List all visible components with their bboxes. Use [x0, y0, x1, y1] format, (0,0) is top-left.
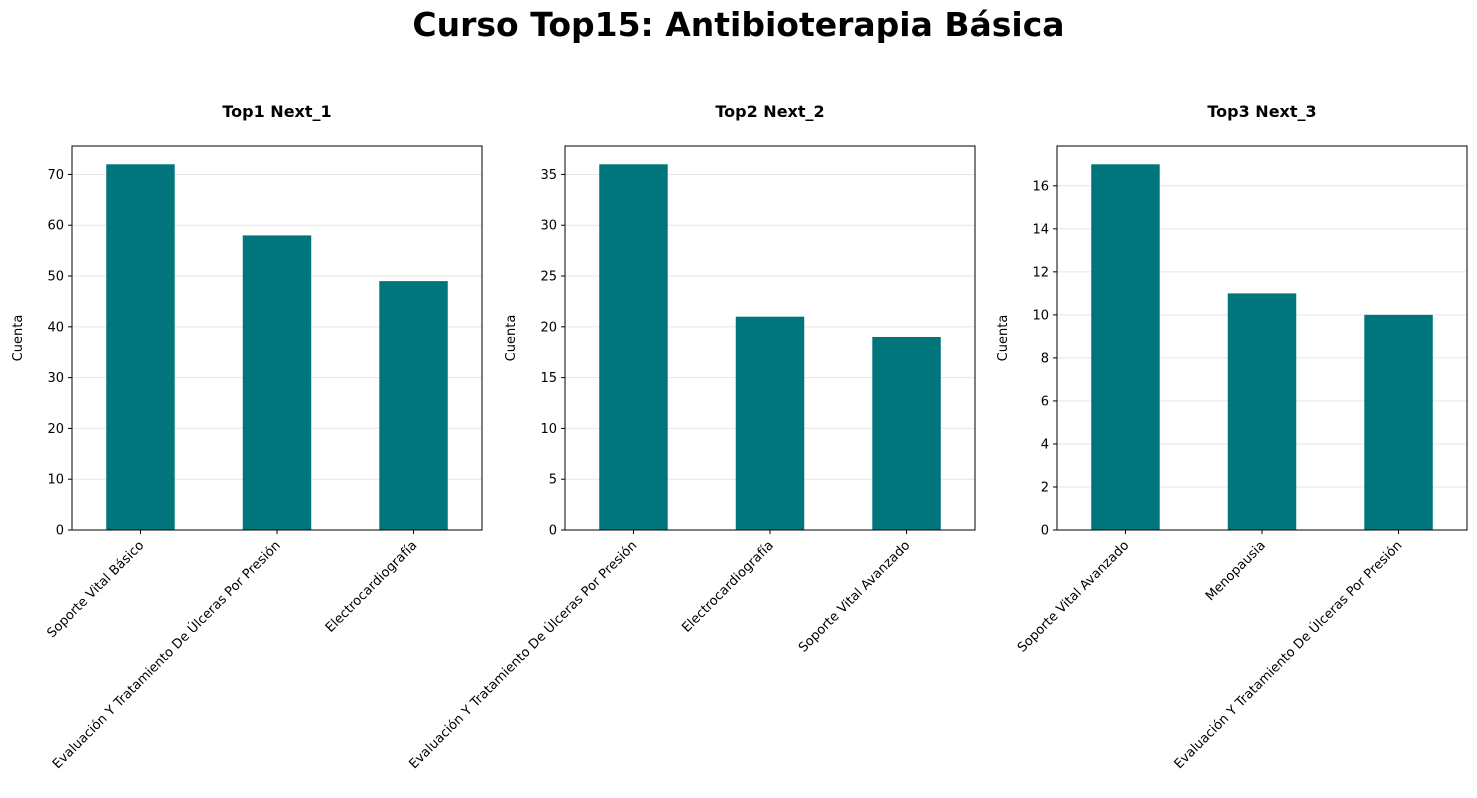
y-axis-label: Cuenta: [11, 315, 26, 362]
bar: [379, 281, 448, 530]
y-tick-label: 20: [47, 422, 64, 437]
y-tick-label: 20: [540, 320, 557, 335]
x-tick-label: Electrocardiografía: [679, 538, 776, 635]
y-tick-label: 70: [47, 168, 64, 183]
y-tick-label: 15: [540, 371, 557, 386]
chart-title: Top3 Next_3: [1207, 102, 1316, 121]
y-tick-label: 50: [47, 270, 64, 285]
x-tick-label: Soporte Vital Avanzado: [1015, 538, 1132, 655]
x-tick-label: Soporte Vital Avanzado: [796, 538, 913, 655]
y-axis-label: Cuenta: [504, 315, 519, 362]
y-tick-label: 40: [47, 320, 64, 335]
bar: [735, 316, 805, 530]
x-tick-label: Electrocardiografía: [323, 538, 420, 635]
chart-title: Top1 Next_1: [222, 102, 331, 121]
x-tick-label: Evaluación Y Tratamiento De Úlceras Por …: [406, 538, 641, 773]
y-tick-label: 30: [540, 219, 557, 234]
y-tick-label: 2: [1041, 480, 1049, 495]
y-tick-label: 25: [540, 270, 557, 285]
x-tick-label: Evaluación Y Tratamiento De Úlceras Por …: [1171, 538, 1406, 773]
y-tick-label: 12: [1032, 265, 1049, 280]
y-tick-label: 35: [540, 168, 557, 183]
bar: [1091, 164, 1160, 531]
x-tick-label: Menopausia: [1203, 538, 1269, 604]
bar: [1227, 293, 1297, 530]
y-tick-label: 14: [1032, 222, 1049, 237]
bar: [599, 164, 668, 531]
chart-panel-1: 0 10 20 30 40 50 60 70 Soporte Vital BásicoEvalu…: [11, 102, 483, 773]
bar: [1364, 314, 1433, 530]
y-tick-label: 8: [1041, 351, 1049, 366]
y-axis-label: Cuenta: [996, 315, 1011, 362]
bar: [242, 235, 312, 530]
y-tick-label: 5: [549, 473, 557, 488]
bar: [106, 164, 175, 531]
y-tick-label: 30: [47, 371, 64, 386]
y-tick-label: 10: [1032, 308, 1049, 323]
x-tick-label: Evaluación Y Tratamiento De Úlceras Por …: [49, 538, 284, 773]
figure-title: Curso Top15: Antibioterapia Básica: [412, 5, 1065, 44]
bar: [872, 336, 941, 530]
y-tick-label: 60: [47, 219, 64, 234]
chart-panel-3: 0 2 4 6 8 10 12 14 16 Soporte Vital Avanzado Menop…: [996, 102, 1468, 773]
y-tick-label: 4: [1041, 437, 1049, 452]
y-tick-label: 0: [549, 524, 557, 539]
chart-panel-2: 0 5 10 15 20 25 30 35 Evaluación Y Tratamiento D…: [406, 102, 976, 773]
y-tick-label: 16: [1032, 179, 1049, 194]
y-tick-label: 0: [56, 524, 64, 539]
y-tick-label: 10: [540, 422, 557, 437]
x-tick-label: Soporte Vital Básico: [44, 538, 147, 641]
y-tick-label: 6: [1041, 394, 1049, 409]
chart-title: Top2 Next_2: [715, 102, 824, 121]
y-tick-label: 10: [47, 473, 64, 488]
y-tick-label: 0: [1041, 524, 1049, 539]
